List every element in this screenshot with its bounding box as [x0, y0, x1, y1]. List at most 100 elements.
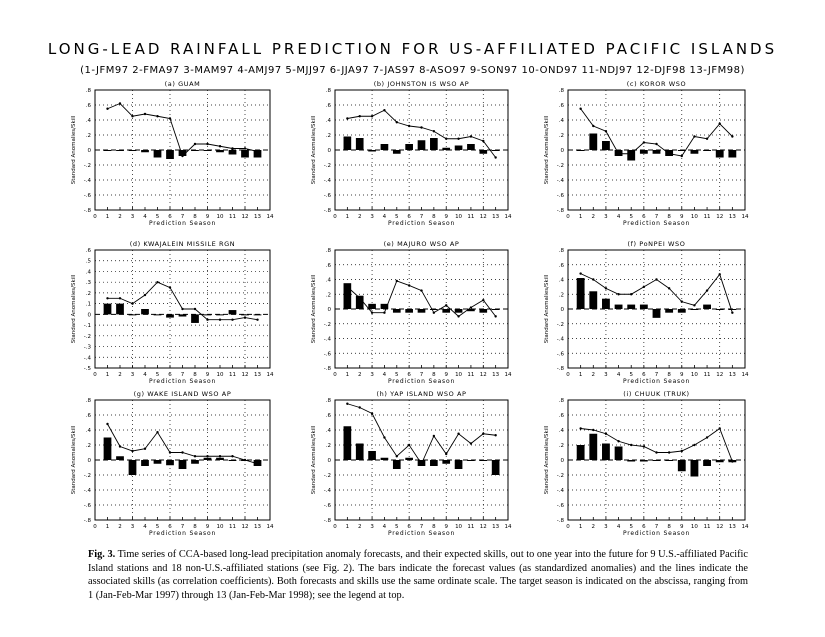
y-tick-label: .2 [326, 443, 331, 449]
y-tick-label: -.2 [557, 473, 564, 479]
x-tick-label: 1 [106, 524, 110, 530]
forecast-bar [703, 304, 711, 309]
forecast-bar [417, 309, 426, 313]
x-tick-label: 4 [617, 524, 621, 530]
y-tick-label: .6 [326, 413, 332, 419]
forecast-bar [368, 303, 376, 309]
panel-8: -.8-.6-.4-.20.2.4.6.80 1 2 3 4 5 6 7 8 9 10 11 12 13 1… [311, 390, 512, 537]
x-tick-label: 1 [346, 372, 350, 378]
x-tick-label: 10 [217, 372, 224, 378]
skill-point [718, 122, 721, 125]
y-tick-label: -.6 [84, 503, 92, 509]
skill-point [231, 455, 234, 458]
forecast-bar [116, 303, 124, 315]
x-tick-label: 2 [358, 214, 362, 220]
forecast-bar [627, 460, 636, 462]
skill-point [655, 278, 658, 281]
x-tick-label: 5 [395, 372, 399, 378]
x-tick-label: 5 [156, 524, 160, 530]
x-tick-label: 8 [432, 524, 436, 530]
y-tick-label: 0 [328, 458, 332, 464]
figure-title: LONG-LEAD RAINFALL PREDICTION FOR US-AFF… [47, 40, 778, 58]
skill-point [231, 318, 234, 321]
skill-point [346, 285, 349, 289]
forecast-bar [178, 150, 187, 156]
y-tick-label: 0 [88, 312, 92, 318]
x-tick-label: 14 [505, 214, 512, 220]
x-tick-label: 3 [131, 372, 135, 378]
x-axis-label: Prediction Season [623, 378, 690, 385]
forecast-bar [614, 304, 623, 309]
x-tick-label: 9 [680, 214, 684, 220]
skill-point [118, 102, 122, 105]
x-axis-label: Prediction Season [149, 220, 216, 227]
skill-point [395, 121, 398, 124]
y-axis-label: Standard Anomalies/Skill [544, 115, 550, 184]
forecast-bar [166, 460, 174, 466]
x-tick-label: 9 [680, 372, 684, 378]
skill-point [358, 115, 361, 118]
x-tick-label: 5 [629, 372, 633, 378]
x-tick-label: 0 [566, 524, 570, 530]
skill-point [494, 156, 497, 159]
forecast-bar [491, 460, 500, 475]
x-tick-label: 14 [505, 372, 512, 378]
panel-title: (e) MAJURO WSO AP [384, 240, 460, 248]
forecast-bar [405, 144, 413, 150]
forecast-bar [191, 150, 199, 151]
forecast-bar [116, 456, 124, 460]
y-tick-label: .4 [559, 428, 565, 434]
x-tick-label: 5 [156, 372, 160, 378]
skill-point [358, 296, 361, 300]
skill-point [193, 455, 197, 458]
y-tick-label: -.4 [324, 178, 332, 184]
x-tick-label: 3 [131, 214, 135, 220]
season-legend: (1-JFM97 2-FMA97 3-MAM97 4-AMJ97 5-MJJ97… [80, 65, 745, 76]
skill-point [168, 451, 172, 454]
forecast-bar [467, 144, 475, 150]
skill-point [445, 304, 448, 307]
y-tick-label: .8 [326, 248, 332, 254]
x-tick-label: 12 [242, 372, 249, 378]
forecast-bar [442, 147, 451, 150]
forecast-bar [677, 460, 686, 472]
skill-point [469, 135, 473, 138]
figure-caption: Fig. 3. Time series of CCA-based long-le… [88, 548, 748, 602]
skill-point [630, 293, 633, 296]
x-tick-label: 11 [467, 214, 474, 220]
x-tick-label: 14 [742, 214, 749, 220]
x-tick-label: 13 [254, 214, 261, 220]
y-axis-label: Standard Anomalies/Skill [71, 425, 77, 494]
y-tick-label: -.2 [557, 322, 564, 328]
forecast-bar [191, 460, 199, 464]
skill-point [579, 427, 582, 430]
y-tick-label: 0 [88, 458, 92, 464]
x-tick-label: 12 [716, 372, 723, 378]
skill-point [592, 278, 595, 281]
x-tick-label: 3 [604, 524, 608, 530]
x-axis-label: Prediction Season [623, 530, 690, 537]
forecast-bar [627, 150, 636, 161]
y-tick-label: .8 [326, 88, 332, 94]
x-tick-label: 12 [242, 214, 249, 220]
skill-point [370, 115, 374, 118]
forecast-bar [589, 433, 598, 460]
x-tick-label: 10 [217, 524, 224, 530]
x-tick-label: 14 [267, 524, 274, 530]
skill-point [218, 318, 222, 321]
forecast-bar [602, 443, 610, 460]
skill-point [642, 285, 646, 289]
skill-point [218, 145, 222, 148]
x-axis-label: Prediction Season [623, 220, 690, 227]
skill-point [106, 107, 109, 110]
skill-point [395, 455, 398, 458]
x-tick-label: 5 [629, 214, 633, 220]
y-tick-label: .6 [559, 103, 565, 109]
x-tick-label: 1 [106, 372, 110, 378]
x-tick-label: 11 [229, 372, 236, 378]
y-axis-label: Standard Anomalies/Skill [544, 274, 550, 343]
y-tick-label: -.4 [84, 355, 92, 361]
forecast-bar [703, 150, 711, 151]
forecast-bar [141, 460, 149, 466]
forecast-bar [191, 314, 199, 323]
